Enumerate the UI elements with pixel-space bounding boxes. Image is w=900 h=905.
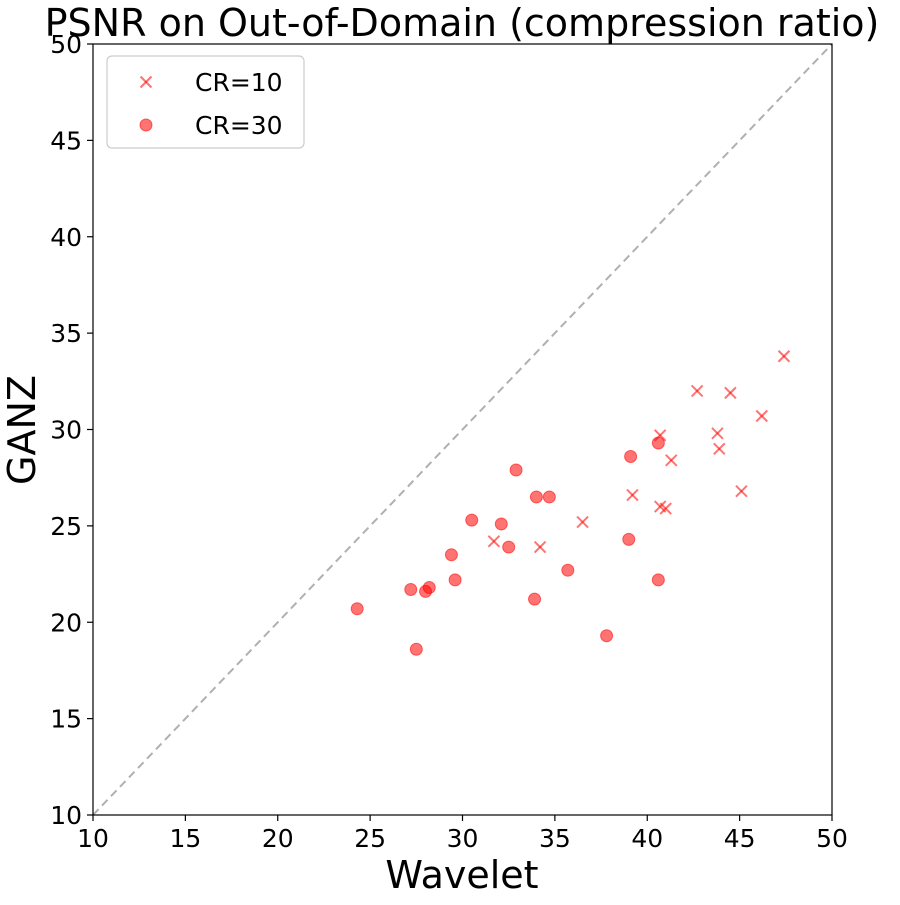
plot-frame [92, 43, 833, 816]
x-marker-stroke [576, 515, 589, 529]
y-tick-label: 40 [50, 223, 82, 252]
legend-label: CR=10 [195, 68, 283, 97]
x-marker-stroke [659, 502, 672, 515]
legend-box [106, 55, 305, 149]
data-point-cr30 [529, 490, 543, 504]
x-marker-stroke [626, 488, 639, 502]
x-marker-stroke [533, 540, 547, 554]
data-point-cr30 [409, 642, 423, 656]
y-tick-label: 20 [50, 608, 82, 637]
y-tick-label: 45 [50, 126, 82, 155]
x-marker-stroke [653, 500, 667, 513]
data-point-cr30 [528, 592, 542, 606]
y-tick-label: 35 [50, 319, 82, 348]
x-tick-label: 20 [262, 824, 294, 853]
data-point-cr30 [651, 573, 665, 587]
y-tick-label: 50 [50, 30, 82, 59]
data-point-cr30 [465, 513, 479, 527]
x-tick-label: 30 [447, 824, 479, 853]
x-marker-stroke [713, 442, 726, 455]
x-tick-label: 45 [724, 824, 756, 853]
data-point-cr10 [724, 386, 737, 400]
data-point-cr30 [422, 581, 436, 595]
y-axis-title: GANZ [0, 375, 44, 485]
data-point-cr30 [494, 517, 508, 531]
y-tick-label: 15 [50, 705, 82, 734]
x-marker-stroke [755, 409, 769, 423]
legend-marker-circle [139, 118, 153, 132]
data-point-cr10 [690, 384, 704, 398]
data-point-cr10 [735, 484, 748, 498]
data-point-cr30 [624, 449, 638, 463]
data-point-cr30 [444, 548, 458, 562]
x-tick-label: 35 [539, 824, 571, 853]
y-tick-label: 10 [50, 801, 82, 830]
x-marker-stroke [139, 75, 153, 89]
data-point-cr30 [651, 436, 665, 450]
data-point-cr30 [542, 490, 556, 504]
x-marker-stroke [487, 535, 501, 548]
data-point-cr30 [600, 629, 614, 643]
data-point-cr30 [502, 540, 516, 554]
data-point-cr10 [665, 454, 678, 467]
x-marker-stroke [690, 384, 704, 398]
y-tick-label: 30 [50, 416, 82, 445]
x-marker-stroke [735, 484, 748, 498]
x-marker-stroke [711, 427, 724, 440]
data-point-cr10 [777, 350, 791, 363]
data-point-cr10 [626, 488, 639, 502]
series-cr-30 [350, 436, 665, 656]
data-point-cr10 [533, 540, 547, 554]
plot-area: 10 15 20 25 30 35 40 45 50 10 15 20 25 30 35 40 45 50 [50, 30, 848, 853]
data-point-cr30 [404, 582, 418, 596]
x-tick-label: 10 [77, 824, 109, 853]
x-tick-label: 15 [169, 824, 201, 853]
identity-reference-line [92, 43, 833, 816]
data-point-cr10 [487, 535, 501, 548]
x-axis-title: Wavelet [385, 853, 538, 897]
chart-title: PSNR on Out-of-Domain (compression ratio… [45, 1, 880, 45]
data-point-cr10 [576, 515, 589, 529]
data-point-cr30 [622, 532, 636, 546]
x-tick-label: 50 [816, 824, 848, 853]
data-point-cr10 [659, 502, 672, 515]
legend-marker-x [139, 75, 153, 89]
x-tick-label: 25 [354, 824, 386, 853]
x-marker-stroke [724, 386, 737, 400]
series-cr-10 [487, 350, 791, 554]
data-point-cr30 [350, 602, 364, 616]
legend-label: CR=30 [195, 111, 283, 140]
data-point-cr10 [755, 409, 769, 423]
x-marker-stroke [665, 454, 678, 467]
y-tick-label: 25 [50, 512, 82, 541]
x-tick-label: 40 [631, 824, 663, 853]
data-point-cr30 [509, 463, 523, 477]
data-point-cr30 [448, 573, 462, 587]
legend: CR=10 CR=30 [106, 55, 305, 149]
x-marker-stroke [777, 350, 791, 363]
data-point-cr10 [711, 427, 724, 440]
data-point-cr30 [561, 563, 575, 577]
data-point-cr10 [713, 442, 726, 455]
